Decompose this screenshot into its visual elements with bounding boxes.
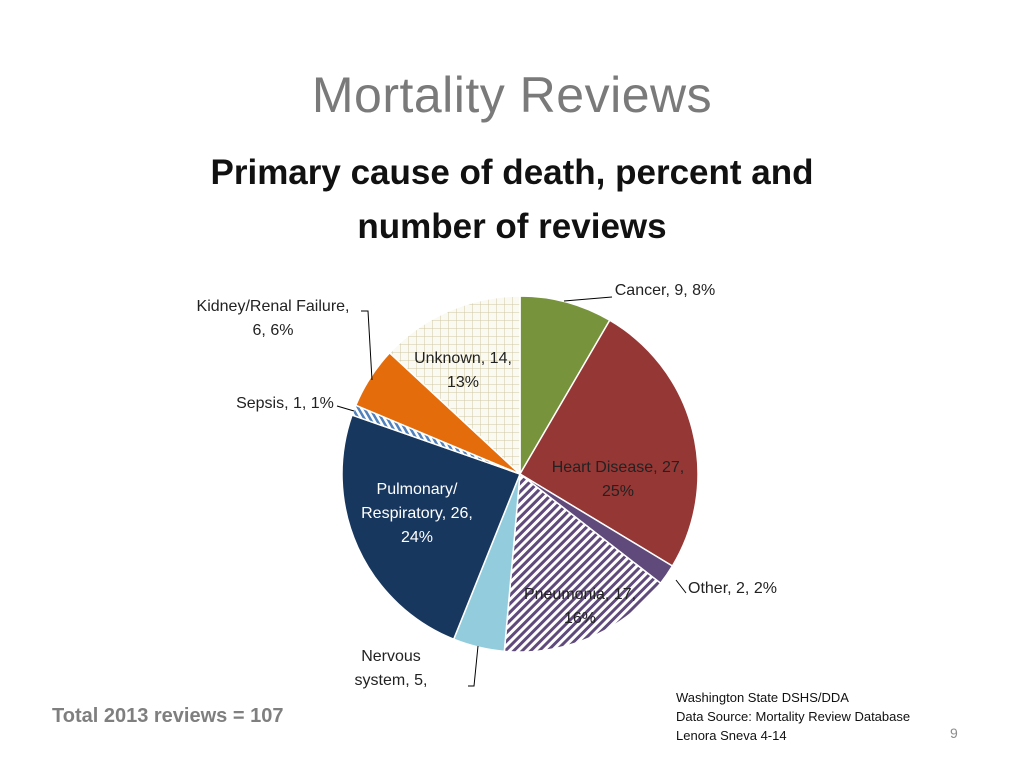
chart-title: Primary cause of death, percent and numb… bbox=[162, 146, 862, 254]
data-label-pneumonia: Pneumonia, 17, 16% bbox=[524, 586, 636, 627]
chart-title-line-2: number of reviews bbox=[357, 207, 667, 246]
data-label-nervous-system: Nervous system, 5, bbox=[355, 648, 428, 689]
total-reviews: Total 2013 reviews = 107 bbox=[52, 705, 284, 727]
slide-title: Mortality Reviews bbox=[311, 67, 713, 123]
data-label-cancer: Cancer, 9, 8% bbox=[615, 282, 716, 299]
data-label-kidney-renal-failure: Kidney/Renal Failure, 6, 6% bbox=[197, 298, 350, 339]
pie-slice-heart-disease bbox=[518, 319, 699, 568]
pie-slice-pneumonia bbox=[503, 472, 662, 653]
source-line-2: Data Source: Mortality Review Database bbox=[676, 709, 911, 724]
data-label-other: Other, 2, 2% bbox=[688, 580, 777, 597]
leader-line-cancer bbox=[563, 296, 613, 302]
pie-slice-unknown bbox=[388, 295, 521, 476]
leader-line-other bbox=[675, 579, 687, 594]
leader-line-sepsis bbox=[336, 405, 355, 412]
leader-line-kidney-renal-failure bbox=[361, 310, 373, 381]
page-number: 9 bbox=[950, 725, 958, 741]
data-label-heart-disease: Heart Disease, 27, 25% bbox=[552, 459, 685, 500]
data-label-unknown: Unknown, 14, 13% bbox=[414, 350, 512, 391]
pie-slice-cancer bbox=[519, 295, 611, 477]
data-label-sepsis: Sepsis, 1, 1% bbox=[236, 395, 334, 412]
pie-slice-pulmonary-respiratory bbox=[341, 414, 521, 641]
source-line-3: Lenora Sneva 4-14 bbox=[676, 728, 787, 743]
data-label-pulmonary-respiratory: Pulmonary/Respiratory, 26, 24% bbox=[361, 481, 473, 546]
leader-line-nervous-system bbox=[468, 645, 479, 687]
chart-title-line-1: Primary cause of death, percent and bbox=[210, 153, 814, 192]
source-note: Washington State DSHS/DDA Data Source: M… bbox=[676, 688, 910, 745]
source-line-1: Washington State DSHS/DDA bbox=[676, 690, 849, 705]
